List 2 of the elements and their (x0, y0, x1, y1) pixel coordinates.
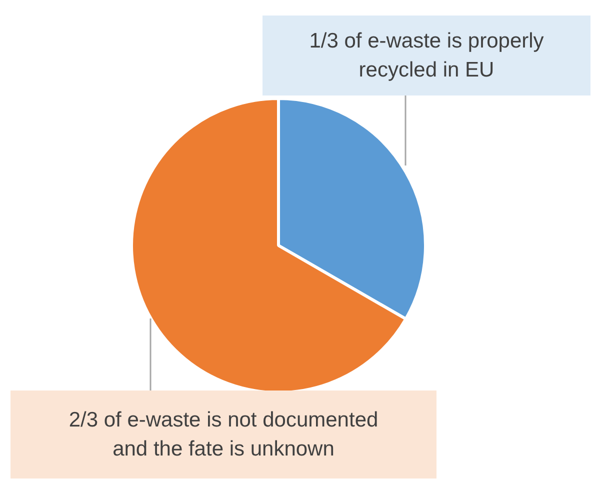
slice-label: 1/3 of e-waste is properly recycled in EU (309, 30, 544, 82)
slice-label: 2/3 of e-waste is not documented and the fate is unknown (68, 408, 378, 460)
